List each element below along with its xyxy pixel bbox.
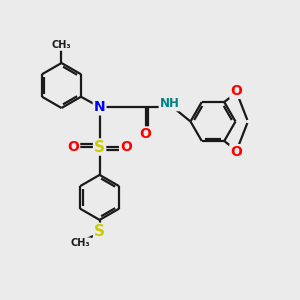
Text: CH₃: CH₃	[71, 238, 91, 248]
Text: O: O	[67, 140, 79, 154]
Text: O: O	[230, 145, 242, 159]
Text: O: O	[140, 128, 152, 141]
Text: N: N	[94, 100, 105, 114]
Text: S: S	[94, 140, 105, 154]
Text: NH: NH	[160, 97, 179, 110]
Text: S: S	[94, 224, 105, 239]
Text: O: O	[120, 140, 132, 154]
Text: CH₃: CH₃	[52, 40, 71, 50]
Text: O: O	[230, 84, 242, 98]
